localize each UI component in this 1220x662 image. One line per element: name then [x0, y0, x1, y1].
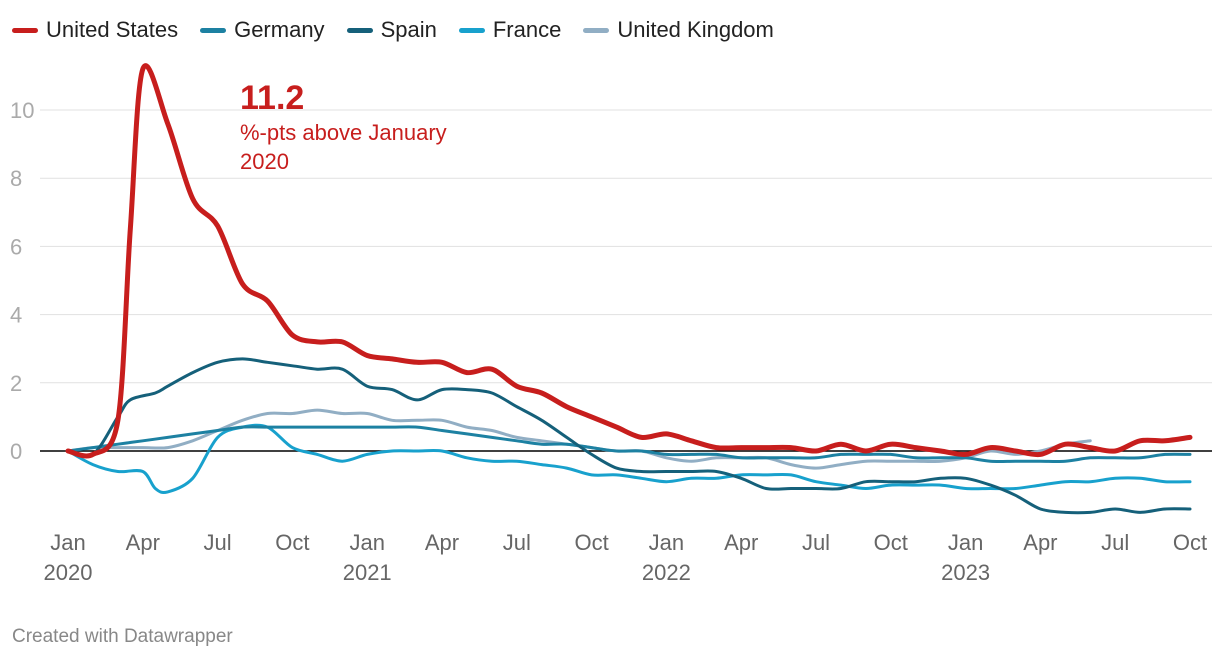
x-tick-year-2022: 2022: [642, 560, 691, 585]
x-tick-label-6: Jul: [503, 530, 531, 555]
x-tick-label-1: Apr: [126, 530, 160, 555]
x-tick-label-12: Jan: [948, 530, 983, 555]
x-tick-label-10: Jul: [802, 530, 830, 555]
x-tick-label-7: Oct: [574, 530, 608, 555]
legend-item-spain: Spain: [346, 17, 437, 43]
x-tick-label-5: Apr: [425, 530, 459, 555]
x-tick-label-9: Apr: [724, 530, 758, 555]
legend-label-france: France: [492, 17, 562, 42]
y-tick-label-6: 6: [10, 234, 22, 259]
x-tick-label-13: Apr: [1023, 530, 1057, 555]
series-layer: [65, 63, 1193, 515]
x-tick-label-2: Jul: [204, 530, 232, 555]
line-chart: 0 2 4 6 8 10 Jan 2020 Apr Jul Oct Jan 2021 Apr Jul Oct J…: [10, 63, 1212, 585]
series-line-united-states: [65, 63, 1193, 459]
legend-swatch-united-states: [12, 27, 38, 33]
annotation-text: %-pts above January 2020: [240, 120, 447, 174]
x-tick-label-4: Jan: [349, 530, 384, 555]
x-tick-year-2021: 2021: [343, 560, 392, 585]
annotation-value: 11.2: [240, 79, 305, 117]
legend-item-united-kingdom: United Kingdom: [583, 17, 774, 43]
legend-swatch-germany: [200, 27, 227, 33]
peak-annotation: 11.2 %-pts above January 2020: [240, 78, 500, 176]
x-tick-label-3: Oct: [275, 530, 309, 555]
legend-swatch-spain: [346, 27, 373, 33]
series-line-united-kingdom: [66, 408, 1092, 470]
legend-item-united-states: United States: [12, 17, 178, 43]
x-tick-label-15: Oct: [1173, 530, 1207, 555]
x-tick-label-8: Jan: [649, 530, 684, 555]
x-tick-year-2023: 2023: [941, 560, 990, 585]
legend-item-france: France: [458, 17, 562, 43]
legend-label-spain: Spain: [380, 17, 437, 42]
legend-item-germany: Germany: [200, 17, 325, 43]
y-tick-label-2: 2: [10, 371, 22, 396]
legend-swatch-france: [458, 27, 485, 33]
x-tick-year-2020: 2020: [44, 560, 93, 585]
x-tick-label-11: Oct: [874, 530, 908, 555]
chart-legend: United States Germany Spain France Unite…: [12, 14, 774, 46]
y-tick-label-0: 0: [10, 439, 22, 464]
footer-credit: Created with Datawrapper: [12, 626, 233, 647]
y-tick-label-4: 4: [10, 303, 22, 328]
legend-label-united-states: United States: [46, 17, 179, 42]
grid-layer: [40, 109, 1212, 452]
series-line-spain: [66, 357, 1192, 515]
axis-layer: 0 2 4 6 8 10 Jan 2020 Apr Jul Oct Jan 2021 Apr Jul Oct J…: [10, 98, 1207, 585]
legend-label-germany: Germany: [234, 17, 325, 42]
legend-label-united-kingdom: United Kingdom: [617, 17, 774, 42]
series-line-germany: [66, 425, 1192, 463]
y-tick-label-10: 10: [10, 98, 34, 123]
y-tick-label-8: 8: [10, 166, 22, 191]
x-tick-label-0: Jan: [50, 530, 85, 555]
x-tick-label-14: Jul: [1101, 530, 1129, 555]
legend-swatch-united-kingdom: [583, 27, 610, 33]
